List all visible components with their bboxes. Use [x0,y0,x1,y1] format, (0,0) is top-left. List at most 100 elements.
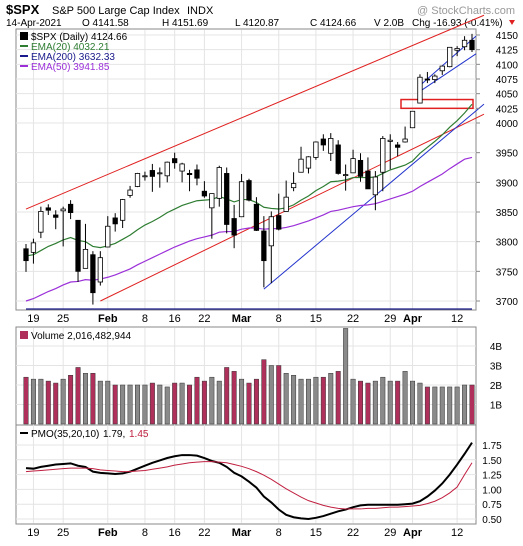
volume-bar [179,382,185,425]
volume-bar [276,365,282,425]
candle-body [112,217,118,225]
candle-body [164,161,170,177]
candle-body [209,193,215,209]
volume-bar [53,382,59,425]
index-name: S&P 500 Large Cap Index [52,5,180,17]
volume-bar [224,367,230,425]
volume-bar [328,373,334,425]
volume-bar [268,365,274,425]
volume-bar [201,380,207,425]
candle-body [313,141,319,158]
volume-bar [313,376,319,425]
x-tick-label: 29 [384,527,396,539]
legend-volume-swatch [20,331,28,339]
x-tick-label: 22 [347,527,359,539]
candle-body [90,254,96,294]
volume-bar [462,384,468,425]
candle-body [172,158,178,164]
header-low: L 4120.87 [235,18,280,29]
candle-body [335,144,341,174]
candle-body [186,173,193,176]
candle-body [30,242,37,253]
volume-bar [365,382,371,425]
volume-bar [320,376,326,425]
legend-ema20: EMA(20) 4032.21 [31,42,110,53]
axes: 19 19 25 25 Feb Feb 8 8 16 16 22 22 Mar Mar 8 8 15 15 22 22… [27,31,518,539]
volume-plot [23,328,475,425]
candle-body [305,156,312,169]
volume-bar [209,376,215,425]
price-tick-label: 4000 [496,119,519,130]
price-plot [23,14,485,310]
candle-body [402,138,408,143]
volume-bar [417,382,423,425]
candle-body [45,207,51,211]
candle-body [75,219,81,272]
volume-bar [68,375,74,425]
candle-body [224,173,230,225]
candle-body [246,180,252,201]
candle-body [387,139,393,142]
candle-body [201,190,208,197]
volume-bar [246,382,252,425]
volume-bar [424,386,430,425]
x-tick-label: 8 [142,313,148,325]
price-tick-label: 3700 [496,297,519,308]
candle-body [380,138,386,173]
symbol: $SPX [6,2,40,17]
price-legend: $SPX (Daily) 4124.66 EMA(20) 4032.21 EMA… [20,32,128,73]
down-arrow-icon [509,20,515,25]
pmo-line-pmo [25,442,473,521]
pmo-tick-label: 1.75 [482,441,502,452]
candle-body [328,138,334,154]
volume-bar [82,373,88,425]
price-tick-label: 4150 [496,31,519,42]
candle-body [238,181,245,218]
volume-bar [439,386,445,425]
pmo-plot [25,442,473,521]
volume-bar [283,373,289,425]
price-tick-label: 4075 [496,75,519,86]
volume-bar [120,384,126,425]
volume-bar [112,384,118,425]
volume-bar [454,386,460,425]
candle-body [216,167,222,199]
x-tick-label: Mar [232,527,252,539]
pmo-line-signal [25,461,473,510]
volume-bar [469,384,475,425]
resistance-box [400,98,474,110]
pmo-tick-label: 0.50 [482,515,502,526]
pmo-legend: PMO(35,20,10) 1.79, 1.45 [20,429,149,440]
volume-bar [127,384,133,425]
candle-body [417,76,423,104]
x-tick-label: 15 [310,527,322,539]
volume-legend: Volume 2,016,482,944 [20,331,132,342]
volume-bar [380,376,386,425]
x-tick-label: 12 [451,313,463,325]
x-tick-label: 16 [169,527,181,539]
x-tick-label: 25 [57,313,69,325]
header-high: H 4151.69 [162,18,209,29]
volume-bar [97,380,103,425]
candle-body [454,48,460,51]
candle-body [38,211,44,233]
header-close: C 4124.66 [310,18,357,29]
volume-bar [261,359,267,425]
candle-body [395,144,401,148]
volume-bar [372,380,378,425]
price-tick-label: 3800 [496,238,519,249]
volume-bar [253,378,259,425]
red-channel-lower-line [100,113,485,302]
volume-bar [135,384,140,425]
candle-body [105,225,111,248]
volume-bar [30,378,36,425]
pmo-tick-label: 1.00 [482,485,502,496]
volume-bar [402,371,408,425]
legend-ema200: EMA(200) 3632.33 [31,52,115,63]
legend-pmo-label: PMO(35,20,10) [31,429,99,440]
x-tick-label: 25 [57,527,69,539]
volume-bar [75,367,81,425]
watermark: @ StockCharts.com [417,5,515,17]
volume-tick-label: 2B [490,381,503,392]
header-date: 14-Apr-2021 [6,18,62,29]
